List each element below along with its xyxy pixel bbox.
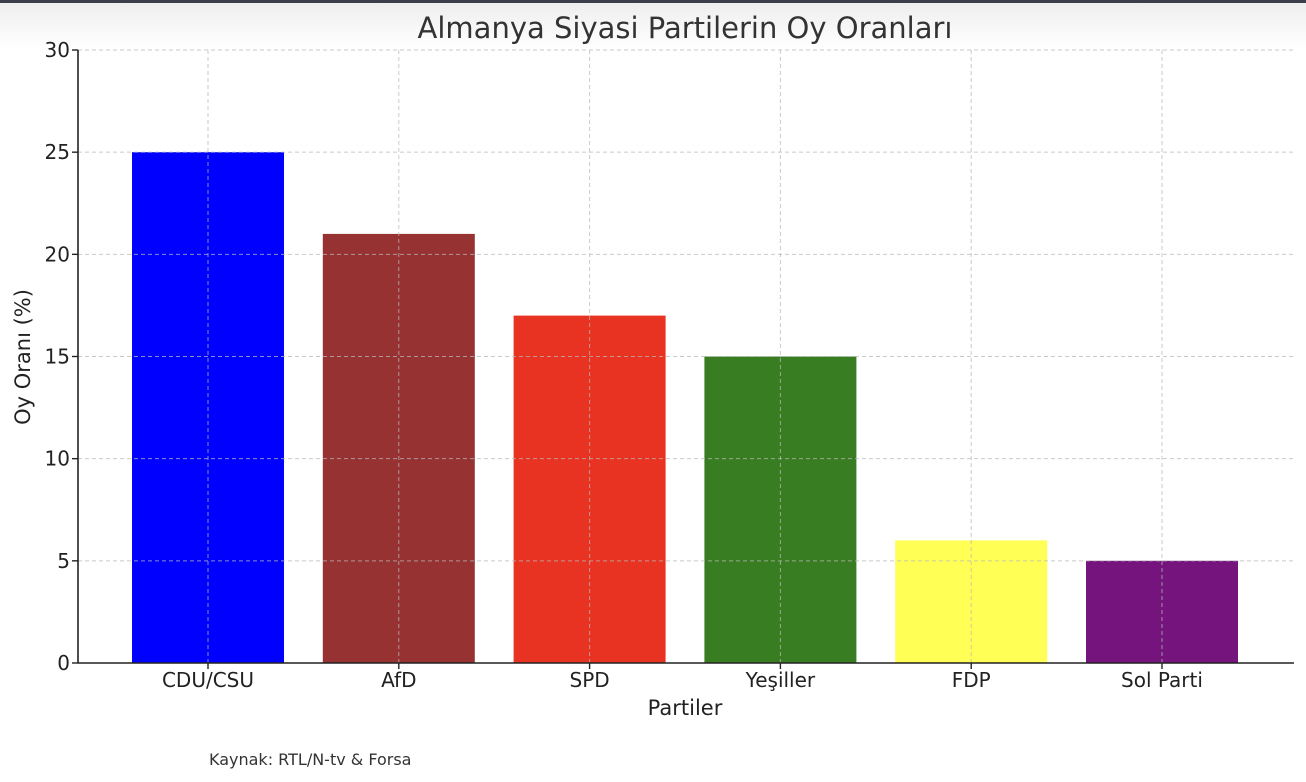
- chart-title: Almanya Siyasi Partilerin Oy Oranları: [418, 11, 953, 45]
- x-tick-label: Yeşiller: [745, 668, 816, 692]
- bar-fdp: [895, 540, 1048, 663]
- window-top-border: [0, 0, 1306, 3]
- y-tick-label: 0: [57, 651, 70, 675]
- x-tick-label: SPD: [570, 668, 610, 692]
- x-tick-label: Sol Parti: [1121, 668, 1203, 692]
- y-tick-label: 30: [45, 38, 70, 62]
- x-tick-label: AfD: [381, 668, 416, 692]
- y-tick-label: 5: [57, 549, 70, 573]
- y-axis-label: Oy Oranı (%): [11, 289, 35, 425]
- x-tick-label: CDU/CSU: [162, 668, 254, 692]
- x-tick-label: FDP: [952, 668, 991, 692]
- x-axis-label: Partiler: [648, 696, 723, 720]
- y-tick-label: 15: [45, 345, 70, 369]
- source-note: Kaynak: RTL/N-tv & Forsa: [209, 750, 412, 769]
- chart-bars: [132, 152, 1238, 663]
- y-tick-label: 25: [45, 140, 70, 164]
- chart-ticks: 0 5 10 15 20 25 30 CDU/CSU AfD SPD Yeşiller FDP Sol …: [45, 38, 1203, 692]
- y-tick-label: 20: [45, 242, 70, 266]
- y-tick-label: 10: [45, 447, 70, 471]
- window-header-shade: [0, 3, 1306, 49]
